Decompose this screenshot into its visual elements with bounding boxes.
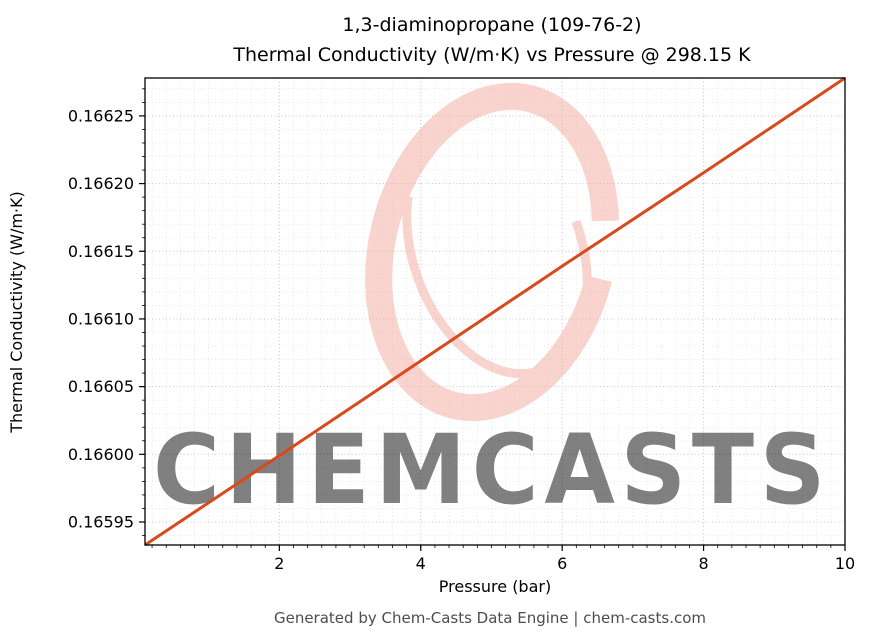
x-tick-label: 8 (698, 554, 708, 573)
watermark-text: CHEMCASTS (153, 414, 831, 526)
y-axis-label: Thermal Conductivity (W/m·K) (7, 191, 26, 434)
watermark-logo-inner-icon (402, 121, 592, 379)
data-line (144, 76, 846, 547)
axes: 2 4 6 8 10 0.16595 0.16600 0.16605 0.16610 0.1661… (68, 77, 855, 573)
y-tick-label: 0.16595 (68, 512, 134, 531)
y-tick-label: 0.16615 (68, 242, 134, 261)
watermark: CHEMCASTS (153, 82, 831, 526)
y-tick-label: 0.16605 (68, 377, 134, 396)
x-tick-label: 4 (416, 554, 426, 573)
data-series (144, 76, 846, 547)
x-tick-label: 10 (835, 554, 855, 573)
y-tick-label: 0.16625 (68, 106, 134, 125)
y-tick-label: 0.16610 (68, 309, 134, 328)
x-axis-label: Pressure (bar) (439, 577, 551, 596)
grid (145, 78, 846, 545)
y-tick-label: 0.16620 (68, 174, 134, 193)
y-tick-label: 0.16600 (68, 445, 134, 464)
chart-title-line1: 1,3-diaminopropane (109-76-2) (342, 14, 641, 36)
chart-title-line2: Thermal Conductivity (W/m·K) vs Pressure… (232, 44, 751, 66)
x-tick-label: 2 (274, 554, 284, 573)
footer-credit: Generated by Chem-Casts Data Engine | ch… (274, 609, 706, 627)
x-tick-label: 6 (557, 554, 567, 573)
watermark-logo-icon (365, 82, 619, 422)
plot-border (144, 77, 846, 546)
